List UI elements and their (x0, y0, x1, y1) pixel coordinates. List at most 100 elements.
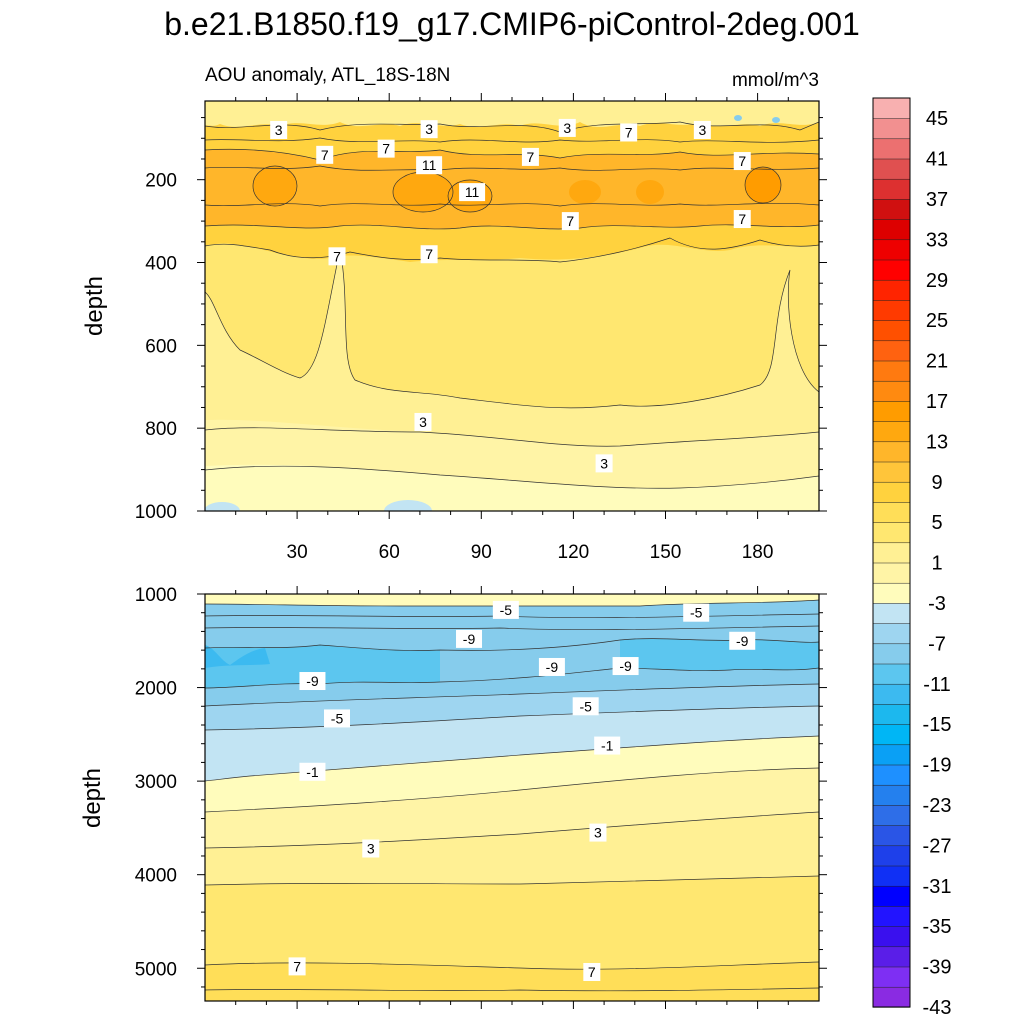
colorbar-label: -39 (923, 957, 952, 979)
svg-text:-9: -9 (736, 633, 749, 649)
colorbar-frame (872, 97, 911, 1008)
lower-y-tick-label: 2000 (135, 679, 177, 700)
colorbar-label: 5 (931, 512, 942, 534)
colorbar-swatch (872, 885, 911, 907)
svg-text:-9: -9 (546, 659, 559, 675)
lower-contour-label: -9 (729, 631, 756, 650)
colorbar-label: 1 (931, 553, 942, 575)
figure-title: b.e21.B1850.f19_g17.CMIP6-piControl-2deg… (164, 6, 860, 42)
svg-text:7: 7 (382, 141, 390, 157)
lower-contour-label: -9 (538, 657, 565, 676)
colorbar-label: 9 (931, 472, 942, 494)
colorbar-label: -23 (923, 795, 952, 817)
colorbar-label: -31 (923, 876, 952, 898)
upper-contour-label: 7 (620, 123, 638, 142)
lower-contour-label: -1 (594, 736, 621, 755)
upper-contour-fill (205, 101, 819, 511)
svg-text:3: 3 (275, 122, 283, 138)
colorbar-swatch (872, 239, 911, 261)
colorbar-swatch (872, 562, 911, 584)
upper-y-tick-label: 200 (145, 171, 177, 192)
upper-contour-label: 7 (377, 139, 395, 158)
lower-contour-fill (205, 594, 819, 1001)
svg-text:3: 3 (425, 121, 433, 137)
lower-contour-label: 7 (583, 962, 601, 981)
lower-contour-label: -9 (456, 629, 483, 648)
lower-contour-labels: -5 -5 -9 -9 -9 -9 -9 -5 -5 -1 -1 3 3 7 7 (288, 600, 756, 981)
svg-text:-5: -5 (579, 698, 592, 714)
colorbar (872, 97, 911, 1008)
colorbar-label: 33 (926, 229, 948, 251)
upper-contour-label: 3 (420, 120, 438, 139)
colorbar-swatch (872, 198, 911, 220)
svg-text:3: 3 (563, 120, 571, 136)
upper-contour-label: 11 (416, 156, 443, 175)
colorbar-swatch (872, 643, 911, 665)
colorbar-swatch (872, 925, 911, 948)
colorbar-label: -27 (923, 835, 952, 857)
svg-text:11: 11 (465, 184, 480, 200)
colorbar-swatch (872, 946, 911, 968)
upper-subtitle-right: mmol/m^3 (732, 70, 819, 91)
colorbar-swatch (872, 481, 911, 503)
colorbar-swatch (872, 582, 911, 604)
svg-text:3: 3 (419, 414, 427, 430)
colorbar-swatch (872, 602, 911, 624)
upper-contour-label: 7 (561, 212, 579, 231)
colorbar-label: 17 (926, 391, 948, 413)
upper-contour-label: 3 (270, 120, 288, 139)
svg-text:7: 7 (425, 246, 433, 262)
colorbar-label: 21 (926, 351, 948, 373)
upper-axis-ticks: 30 60 90 120 150 180 200 400 600 800 1000 (135, 93, 827, 563)
colorbar-label: 37 (926, 189, 948, 211)
colorbar-swatch (872, 178, 911, 200)
upper-y-axis-label: depth (81, 276, 108, 336)
lower-y-tick-label: 3000 (135, 772, 177, 793)
colorbar-label: -11 (923, 674, 950, 696)
upper-y-tick-label: 400 (145, 254, 177, 275)
svg-text:-5: -5 (331, 710, 344, 726)
upper-x-tick-label: 150 (650, 542, 682, 563)
svg-text:7: 7 (588, 964, 596, 980)
svg-text:3: 3 (600, 455, 608, 471)
colorbar-swatch (872, 986, 911, 1008)
colorbar-label: -15 (923, 714, 952, 736)
colorbar-swatch (872, 218, 911, 241)
svg-text:3: 3 (698, 122, 706, 138)
colorbar-swatch (872, 905, 911, 927)
svg-text:7: 7 (333, 248, 341, 264)
colorbar-label: -3 (928, 593, 946, 615)
upper-x-tick-label: 60 (379, 542, 400, 563)
svg-text:7: 7 (527, 149, 535, 165)
colorbar-swatch (872, 360, 911, 382)
colorbar-swatch (872, 420, 911, 443)
lower-contour-label: 3 (589, 823, 607, 842)
svg-text:-5: -5 (690, 605, 703, 621)
lower-contour-label: 7 (288, 957, 306, 976)
colorbar-swatch (872, 845, 911, 867)
colorbar-label: 29 (926, 270, 948, 292)
colorbar-swatch (872, 259, 911, 281)
colorbar-label: -35 (923, 916, 952, 938)
colorbar-swatch (872, 441, 911, 463)
upper-contour-label: 7 (521, 147, 539, 166)
lower-contour-label: -1 (299, 762, 326, 781)
colorbar-label: -43 (923, 997, 952, 1019)
svg-text:7: 7 (566, 213, 574, 229)
lower-contour-label: -5 (683, 603, 710, 622)
lower-axis-ticks: 1000 2000 3000 4000 5000 (135, 585, 827, 1009)
colorbar-swatch (872, 663, 911, 685)
colorbar-swatch (872, 340, 911, 362)
colorbar-label: 13 (926, 431, 948, 453)
colorbar-swatch (872, 744, 911, 766)
upper-y-tick-label: 600 (145, 336, 177, 357)
colorbar-swatch (872, 764, 911, 786)
lower-y-axis-label: depth (79, 768, 106, 828)
upper-x-tick-label: 120 (558, 542, 590, 563)
upper-contour-labels: 3 3 3 7 3 7 7 11 7 7 11 7 7 7 7 3 3 (270, 118, 751, 473)
colorbar-swatch (872, 824, 911, 847)
colorbar-swatch (872, 117, 911, 140)
svg-text:-5: -5 (500, 602, 513, 618)
svg-text:3: 3 (594, 825, 602, 841)
